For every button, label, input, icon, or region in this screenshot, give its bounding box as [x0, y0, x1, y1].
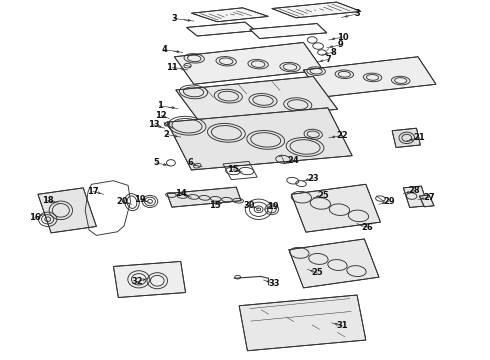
Text: 14: 14	[175, 189, 187, 198]
Polygon shape	[187, 22, 256, 36]
Text: 3: 3	[354, 9, 360, 18]
Text: 26: 26	[361, 222, 373, 231]
Text: 30: 30	[243, 201, 255, 210]
Polygon shape	[239, 295, 366, 351]
Text: 8: 8	[331, 48, 337, 57]
Text: 10: 10	[337, 33, 348, 42]
Text: 11: 11	[166, 63, 178, 72]
Text: 32: 32	[131, 277, 143, 286]
Text: 2: 2	[163, 130, 169, 139]
Polygon shape	[289, 239, 379, 288]
Text: 24: 24	[288, 156, 299, 165]
Text: 4: 4	[162, 45, 168, 54]
Text: 5: 5	[153, 158, 159, 167]
Polygon shape	[392, 128, 420, 148]
Text: 19: 19	[134, 195, 146, 204]
Text: 6: 6	[188, 158, 194, 167]
Polygon shape	[272, 2, 361, 18]
Text: 7: 7	[326, 55, 332, 64]
Text: 28: 28	[409, 186, 420, 195]
Text: 15: 15	[227, 165, 239, 174]
Text: 31: 31	[337, 321, 348, 330]
Text: 33: 33	[269, 279, 280, 288]
Polygon shape	[303, 57, 436, 97]
Polygon shape	[114, 261, 186, 297]
Text: 23: 23	[307, 174, 319, 183]
Text: 16: 16	[28, 213, 40, 222]
Polygon shape	[419, 195, 434, 207]
Text: 13: 13	[147, 120, 159, 129]
Text: 25: 25	[317, 190, 329, 199]
Polygon shape	[167, 187, 241, 207]
Text: 3: 3	[172, 14, 177, 23]
Text: 22: 22	[337, 131, 348, 140]
Text: 12: 12	[155, 111, 167, 120]
Text: 20: 20	[117, 197, 128, 206]
Text: 25: 25	[311, 268, 323, 277]
Text: 18: 18	[42, 196, 53, 205]
Text: 27: 27	[423, 193, 435, 202]
Polygon shape	[167, 108, 352, 170]
Polygon shape	[250, 23, 327, 39]
Text: 9: 9	[337, 40, 343, 49]
Text: 19: 19	[268, 202, 279, 211]
Polygon shape	[192, 8, 269, 22]
Text: 29: 29	[383, 197, 394, 206]
Polygon shape	[403, 186, 428, 207]
Text: 21: 21	[414, 133, 425, 142]
Text: 17: 17	[87, 187, 99, 196]
Polygon shape	[38, 188, 97, 233]
Polygon shape	[176, 76, 338, 123]
Text: 1: 1	[157, 101, 163, 110]
Polygon shape	[291, 184, 380, 232]
Polygon shape	[174, 42, 323, 84]
Text: 15: 15	[209, 201, 221, 210]
